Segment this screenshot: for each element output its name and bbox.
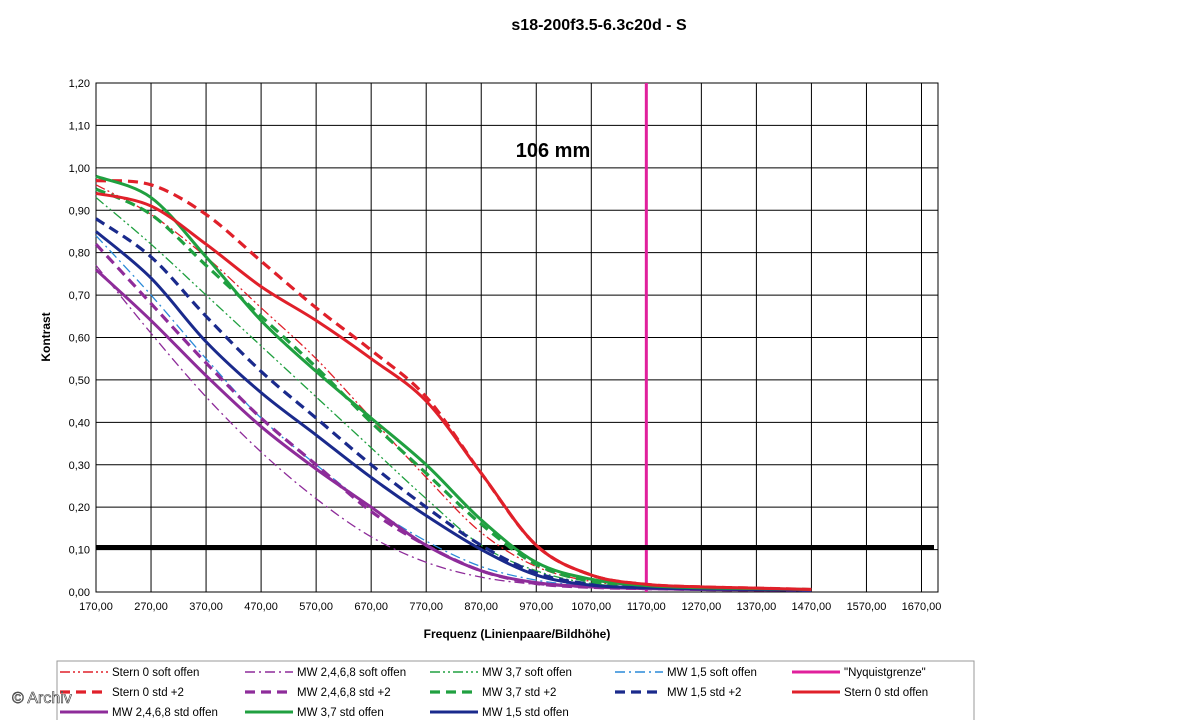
x-tick-label: 1170,00 — [627, 601, 666, 613]
y-tick-label: 0,60 — [69, 333, 90, 345]
y-tick-label: 1,20 — [69, 78, 90, 90]
x-tick-label: 1470,00 — [792, 601, 832, 613]
legend-label: MW 3,7 std +2 — [482, 687, 556, 699]
axis-ticks: 170,00 270,00 370,00 470,00 570,00 670,00 770,… — [69, 78, 942, 613]
y-tick-label: 0,80 — [69, 248, 90, 260]
y-tick-label: 0,10 — [69, 545, 90, 557]
legend-label: Stern 0 std offen — [844, 687, 928, 699]
y-axis-label: Kontrast — [39, 312, 53, 361]
chart-title: s18-200f3.5-6.3c20d - S — [511, 17, 687, 34]
legend-label: MW 2,4,6,8 soft offen — [297, 667, 406, 679]
x-tick-label: 1070,00 — [571, 601, 611, 613]
legend-label: MW 1,5 std +2 — [667, 687, 741, 699]
legend-label: Stern 0 std +2 — [112, 687, 184, 699]
legend-label: MW 2,4,6,8 std +2 — [297, 687, 391, 699]
x-tick-label: 770,00 — [409, 601, 443, 613]
y-tick-label: 0,00 — [69, 587, 90, 599]
y-tick-label: 0,70 — [69, 290, 90, 302]
y-tick-label: 1,10 — [69, 120, 90, 132]
y-tick-label: 1,00 — [69, 163, 90, 175]
x-tick-label: 1270,00 — [681, 601, 721, 613]
x-tick-label: 570,00 — [299, 601, 333, 613]
x-tick-label: 1570,00 — [847, 601, 887, 613]
y-tick-label: 0,30 — [69, 460, 90, 472]
legend-label: MW 3,7 soft offen — [482, 667, 572, 679]
focal-length-annotation: 106 mm — [516, 140, 591, 162]
series-line — [95, 197, 812, 591]
x-tick-label: 970,00 — [519, 601, 553, 613]
legend-label: Stern 0 soft offen — [112, 667, 199, 679]
legend-label: MW 1,5 soft offen — [667, 667, 757, 679]
legend-label: MW 3,7 std offen — [297, 707, 384, 719]
legend: Stern 0 soft offen MW 2,4,6,8 soft offen M… — [60, 667, 928, 719]
series-line — [95, 191, 812, 591]
y-tick-label: 0,20 — [69, 502, 90, 514]
legend-label: MW 1,5 std offen — [482, 707, 569, 719]
x-axis-label: Frequenz (Linienpaare/Bildhöhe) — [424, 627, 611, 641]
series-group — [94, 174, 812, 592]
y-tick-label: 0,90 — [69, 205, 90, 217]
x-tick-label: 1670,00 — [902, 601, 942, 613]
x-tick-label: 170,00 — [79, 601, 113, 613]
y-tick-label: 0,50 — [69, 375, 90, 387]
y-tick-label: 0,40 — [69, 417, 90, 429]
x-tick-label: 270,00 — [134, 601, 168, 613]
x-tick-label: 870,00 — [464, 601, 498, 613]
series-line — [95, 178, 812, 592]
x-tick-label: 370,00 — [189, 601, 223, 613]
x-tick-label: 670,00 — [354, 601, 388, 613]
x-tick-label: 1370,00 — [737, 601, 777, 613]
watermark: © Archiv — [12, 690, 72, 707]
x-tick-label: 470,00 — [244, 601, 278, 613]
legend-label: "Nyquistgrenze" — [844, 667, 926, 679]
legend-label: MW 2,4,6,8 std offen — [112, 707, 218, 719]
